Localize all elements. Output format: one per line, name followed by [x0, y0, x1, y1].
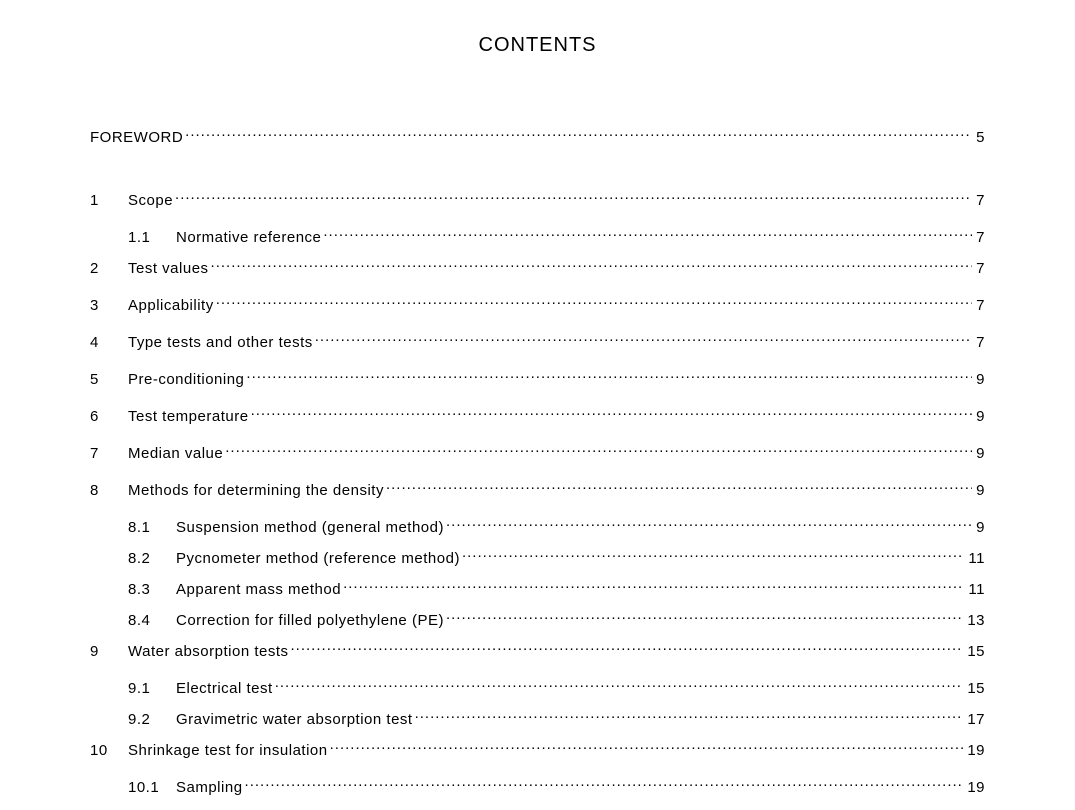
toc-entry: 2Test values 7 [90, 258, 985, 279]
toc-entry-label: Gravimetric water absorption test [176, 709, 413, 730]
toc-entry-number: 9 [90, 641, 128, 662]
toc-entry-number: 10.1 [128, 777, 176, 798]
toc-entry-number: 2 [90, 258, 128, 279]
toc-entry-page: 9 [974, 517, 985, 538]
toc-leader-dots [275, 678, 964, 693]
toc-entry-label: Pycnometer method (reference method) [176, 548, 460, 569]
toc-entry-label: Correction for filled polyethylene (PE) [176, 610, 444, 631]
toc-leader-dots [211, 258, 973, 273]
toc-entry-label: Type tests and other tests [128, 332, 313, 353]
toc-leader-dots [330, 740, 964, 755]
toc-leader-dots [315, 332, 972, 347]
toc-entry: 8.1Suspension method (general method) 9 [90, 517, 985, 538]
toc-entry-label: Apparent mass method [176, 579, 341, 600]
toc-entry-page: 7 [974, 332, 985, 353]
toc-entry: 3Applicability 7 [90, 295, 985, 316]
toc-leader-dots [175, 190, 972, 205]
toc-entry-number: 1 [90, 190, 128, 211]
toc-entry: 10.1Sampling 19 [90, 777, 985, 798]
toc-leader-dots [291, 641, 964, 656]
toc-entry-page: 11 [966, 548, 985, 569]
toc-entry-label: Scope [128, 190, 173, 211]
toc-entry-number: 1.1 [128, 227, 176, 248]
toc-entry-label: Methods for determining the density [128, 480, 384, 501]
toc-entry-number: 8.3 [128, 579, 176, 600]
page: CONTENTS FOREWORD51Scope71.1Normative re… [0, 0, 1075, 810]
toc-leader-dots [323, 227, 972, 242]
toc-entry-number: 10 [90, 740, 128, 761]
toc-entry: 7Median value 9 [90, 443, 985, 464]
toc-entry-page: 9 [974, 406, 985, 427]
toc-entry-label: Pre-conditioning [128, 369, 244, 390]
toc-entry-page: 19 [965, 777, 985, 798]
toc-entry: 9.2Gravimetric water absorption test 17 [90, 709, 985, 730]
toc-entry: 4Type tests and other tests 7 [90, 332, 985, 353]
toc-entry-page: 7 [974, 190, 985, 211]
toc-entry-page: 19 [965, 740, 985, 761]
toc-entry: 8.2Pycnometer method (reference method) 1… [90, 548, 985, 569]
toc-entry-label: Test values [128, 258, 209, 279]
toc-entry: 9Water absorption tests 15 [90, 641, 985, 662]
toc-entry-page: 7 [974, 258, 985, 279]
table-of-contents: FOREWORD51Scope71.1Normative reference72… [90, 127, 985, 798]
toc-entry-number: 4 [90, 332, 128, 353]
toc-entry: 1Scope 7 [90, 190, 985, 211]
toc-entry-number: 3 [90, 295, 128, 316]
toc-entry-page: 7 [974, 295, 985, 316]
toc-entry: 6Test temperature 9 [90, 406, 985, 427]
toc-entry-page: 13 [965, 610, 985, 631]
toc-entry-label: Normative reference [176, 227, 321, 248]
toc-leader-dots [216, 295, 972, 310]
toc-entry-number: 7 [90, 443, 128, 464]
toc-entry-page: 9 [974, 443, 985, 464]
toc-leader-dots [246, 369, 972, 384]
toc-leader-dots [343, 579, 964, 594]
toc-entry-label: Water absorption tests [128, 641, 289, 662]
toc-entry-label: Suspension method (general method) [176, 517, 444, 538]
toc-leader-dots [245, 777, 964, 792]
toc-entry-page: 9 [974, 369, 985, 390]
toc-entry-page: 9 [974, 480, 985, 501]
toc-entry-page: 15 [965, 641, 985, 662]
toc-entry-page: 11 [966, 579, 985, 600]
toc-entry-number: 6 [90, 406, 128, 427]
toc-entry: 9.1Electrical test 15 [90, 678, 985, 699]
toc-entry-label: Shrinkage test for insulation [128, 740, 328, 761]
toc-entry-page: 5 [974, 127, 985, 148]
toc-entry-number: 8.1 [128, 517, 176, 538]
page-title: CONTENTS [90, 34, 985, 57]
toc-entry: 8.3Apparent mass method 11 [90, 579, 985, 600]
toc-entry: FOREWORD 5 [90, 127, 985, 148]
toc-entry-label: Test temperature [128, 406, 249, 427]
toc-entry-number: 9.2 [128, 709, 176, 730]
toc-leader-dots [386, 480, 972, 495]
toc-entry-label: Applicability [128, 295, 214, 316]
toc-leader-dots [446, 610, 963, 625]
toc-entry-page: 7 [974, 227, 985, 248]
toc-entry: 10Shrinkage test for insulation 19 [90, 740, 985, 761]
toc-leader-dots [251, 406, 973, 421]
toc-entry-number: 9.1 [128, 678, 176, 699]
toc-entry: 5Pre-conditioning 9 [90, 369, 985, 390]
toc-entry-number: 8.2 [128, 548, 176, 569]
toc-entry-number: 5 [90, 369, 128, 390]
toc-entry-label: Sampling [176, 777, 243, 798]
toc-entry-page: 15 [965, 678, 985, 699]
toc-entry-label: Median value [128, 443, 223, 464]
toc-entry-label: FOREWORD [90, 127, 183, 148]
toc-leader-dots [185, 127, 972, 142]
toc-entry-label: Electrical test [176, 678, 273, 699]
toc-leader-dots [225, 443, 972, 458]
toc-leader-dots [446, 517, 972, 532]
toc-entry: 8.4Correction for filled polyethylene (P… [90, 610, 985, 631]
toc-entry-page: 17 [965, 709, 985, 730]
toc-leader-dots [415, 709, 964, 724]
toc-entry-number: 8 [90, 480, 128, 501]
toc-entry: 8Methods for determining the density 9 [90, 480, 985, 501]
toc-entry-number: 8.4 [128, 610, 176, 631]
toc-leader-dots [462, 548, 964, 563]
toc-entry: 1.1Normative reference 7 [90, 227, 985, 248]
